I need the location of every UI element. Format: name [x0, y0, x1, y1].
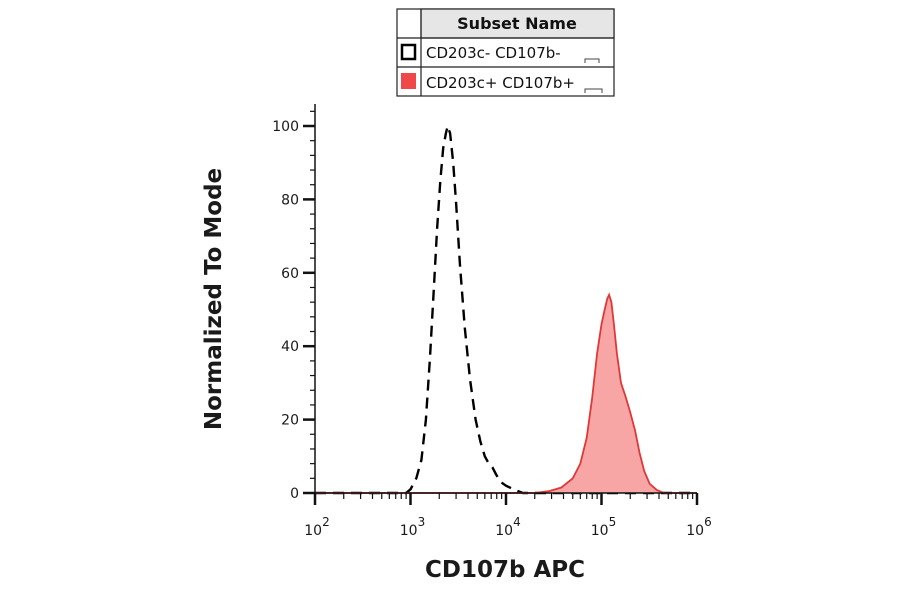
legend-swatch-negative: [400, 43, 417, 61]
legend-header: Subset Name: [457, 14, 577, 33]
y-axis-title: Normalized To Mode: [201, 168, 227, 430]
axes-layer: 0 20 40 60 80 100 102 103 104 105 106: [272, 104, 712, 539]
x-axis-title: CD107b APC: [425, 557, 585, 583]
legend-gate-marker-negative: [584, 58, 600, 63]
y-tick-label: 0: [290, 486, 299, 502]
x-tick-label: 106: [686, 515, 711, 539]
legend-header-bg: [420, 8, 615, 39]
legend-swatch-positive: [401, 73, 416, 89]
x-tick-label: 104: [495, 515, 520, 539]
legend-label-negative: CD203c- CD107b-: [426, 44, 561, 62]
series-layer: [315, 121, 697, 495]
x-tick-label: 102: [304, 515, 329, 539]
x-tick-label: 105: [591, 515, 616, 539]
legend-gate-marker-positive: [584, 88, 603, 93]
y-tick-label: 80: [281, 192, 299, 208]
series-area-positive: [315, 294, 697, 493]
series-line-negative: [315, 121, 697, 495]
x-tick-label: 103: [400, 515, 425, 539]
y-tick-label: 40: [281, 339, 299, 355]
y-tick-label: 20: [281, 413, 299, 429]
legend: Subset Name CD203c- CD107b- CD203c+ CD10…: [396, 8, 615, 97]
y-tick-label: 100: [272, 119, 299, 135]
legend-label-positive: CD203c+ CD107b+: [426, 74, 575, 92]
series-line-positive: [315, 292, 697, 494]
y-tick-label: 60: [281, 266, 299, 282]
